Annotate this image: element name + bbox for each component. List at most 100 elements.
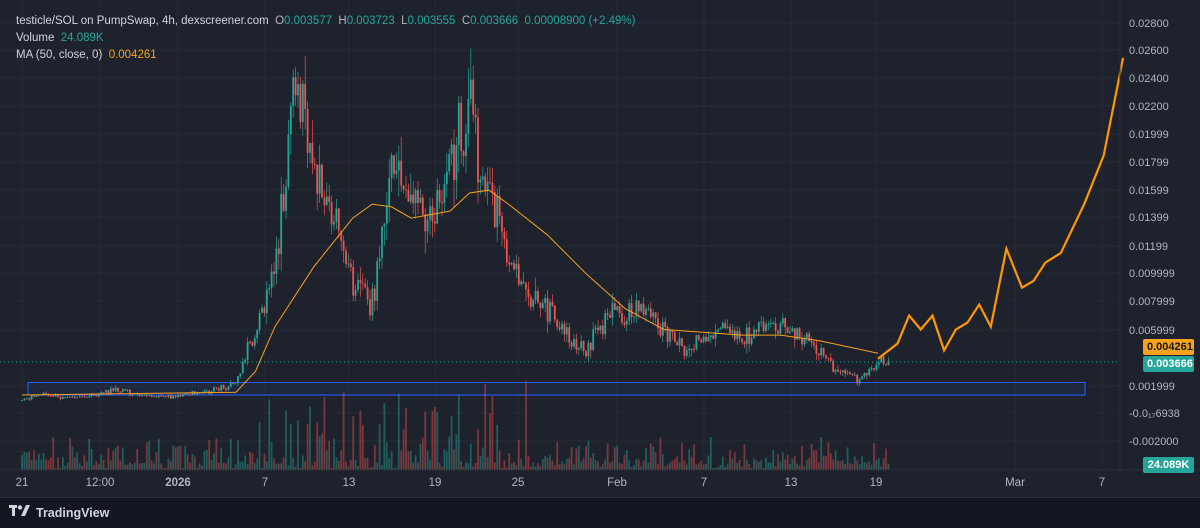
candle-body [66, 396, 69, 398]
volume-bar [381, 465, 383, 470]
candle-body [150, 395, 153, 397]
volume-bar [793, 455, 796, 470]
candle-body [599, 325, 602, 331]
candle-body [700, 339, 703, 343]
volume-bar [131, 464, 134, 470]
candle-body [71, 396, 74, 398]
legend-open-label: O [275, 15, 285, 27]
candle-body [275, 248, 278, 274]
candle-body [69, 396, 71, 398]
volume-bar [645, 448, 647, 470]
legend-volume-row[interactable]: Volume 24.089K [16, 30, 635, 47]
volume-bar [143, 462, 146, 470]
candle-body [779, 323, 782, 334]
volume-bar [561, 461, 563, 470]
chart-background [0, 0, 1200, 497]
volume-bar [376, 462, 379, 470]
candle-body [726, 326, 729, 329]
candle-body [105, 390, 107, 393]
volume-bar [388, 458, 391, 470]
footer-bar: TradingView [0, 497, 1200, 528]
volume-bar [417, 462, 419, 470]
price-tick-label: 0.02200 [1129, 101, 1169, 113]
volume-bar [138, 463, 141, 470]
time-tick-label: 7 [262, 477, 268, 489]
volume-bar [544, 455, 547, 470]
candle-body [772, 322, 775, 324]
legend-ma-value: 0.004261 [108, 49, 157, 61]
tradingview-logo[interactable]: TradingView [9, 504, 109, 523]
price-axis[interactable]: 0.02800 0.02600 0.02400 0.02200 0.01999 0.017… [1129, 18, 1180, 448]
legend-close-label: C [461, 15, 471, 27]
volume-bar [813, 450, 815, 470]
volume-bar [676, 456, 679, 470]
price-tick-label: -0.0₁₇6938 [1129, 408, 1180, 420]
candle-body [561, 323, 563, 330]
candle-body [261, 307, 263, 313]
candle-body [817, 353, 820, 356]
candle-body [877, 362, 880, 365]
volume-bar [465, 462, 467, 470]
legend-ma-row[interactable]: MA (50, close, 0) 0.004261 [16, 47, 635, 64]
candle-body [575, 339, 578, 350]
candle-body [849, 372, 851, 374]
volume-bar [426, 450, 429, 470]
volume-bar [467, 463, 470, 470]
candle-body [712, 335, 715, 339]
candle-body [647, 308, 650, 310]
candle-body [865, 372, 868, 376]
legend-high-label: H [338, 15, 347, 27]
candle-body [143, 394, 146, 396]
candle-body [671, 329, 674, 333]
volume-bar [568, 458, 571, 470]
legend-symbol[interactable]: testicle/SOL on PumpSwap, 4h, dexscreene… [16, 15, 269, 27]
volume-bar [844, 463, 847, 470]
volume-bar [762, 468, 765, 470]
volume-bar [198, 463, 201, 470]
price-tick-label: 0.01199 [1129, 241, 1168, 253]
volume-bar [153, 463, 155, 470]
volume-bar [810, 443, 813, 470]
candle-body [23, 398, 26, 400]
volume-bar [709, 437, 712, 470]
candle-body [445, 171, 448, 185]
volume-bar [385, 442, 388, 470]
volume-bar [789, 464, 791, 470]
candle-body [292, 77, 295, 106]
candle-body [323, 197, 326, 205]
volume-bar [371, 466, 374, 470]
volume-bar [297, 420, 299, 470]
candle-body [652, 312, 655, 317]
candle-body [155, 396, 158, 398]
volume-bar [364, 458, 367, 470]
volume-bar [402, 429, 405, 470]
volume-bar [805, 459, 808, 470]
volume-bar [40, 459, 43, 470]
candle-body [491, 182, 494, 193]
price-chart[interactable]: 0.02800 0.02600 0.02400 0.02200 0.01999 0.017… [0, 0, 1200, 497]
candle-body [659, 328, 662, 336]
candle-body [277, 248, 280, 255]
candle-body [757, 322, 760, 333]
volume-bar [549, 455, 551, 470]
volume-bar [237, 440, 239, 470]
volume-bar [858, 464, 861, 470]
candle-body [289, 105, 292, 135]
candle-body [695, 335, 698, 350]
candle-body [436, 189, 439, 224]
candle-body [167, 394, 170, 397]
volume-bar [671, 460, 674, 470]
candle-body [793, 328, 796, 340]
candle-body [42, 392, 45, 395]
time-tick-label: Feb [607, 477, 627, 489]
volume-bar [664, 466, 667, 470]
candle-body [505, 239, 508, 263]
volume-bar [330, 468, 333, 470]
volume-bar [520, 459, 523, 470]
candle-body [378, 258, 381, 262]
legend-low: 0.003555 [407, 15, 456, 27]
candle-body [222, 385, 225, 389]
candle-body [345, 250, 347, 264]
volume-bar [373, 444, 376, 470]
time-axis[interactable]: 21 12:00 2026 7 13 19 25 Feb 7 13 19 Mar 7 [16, 477, 1106, 489]
